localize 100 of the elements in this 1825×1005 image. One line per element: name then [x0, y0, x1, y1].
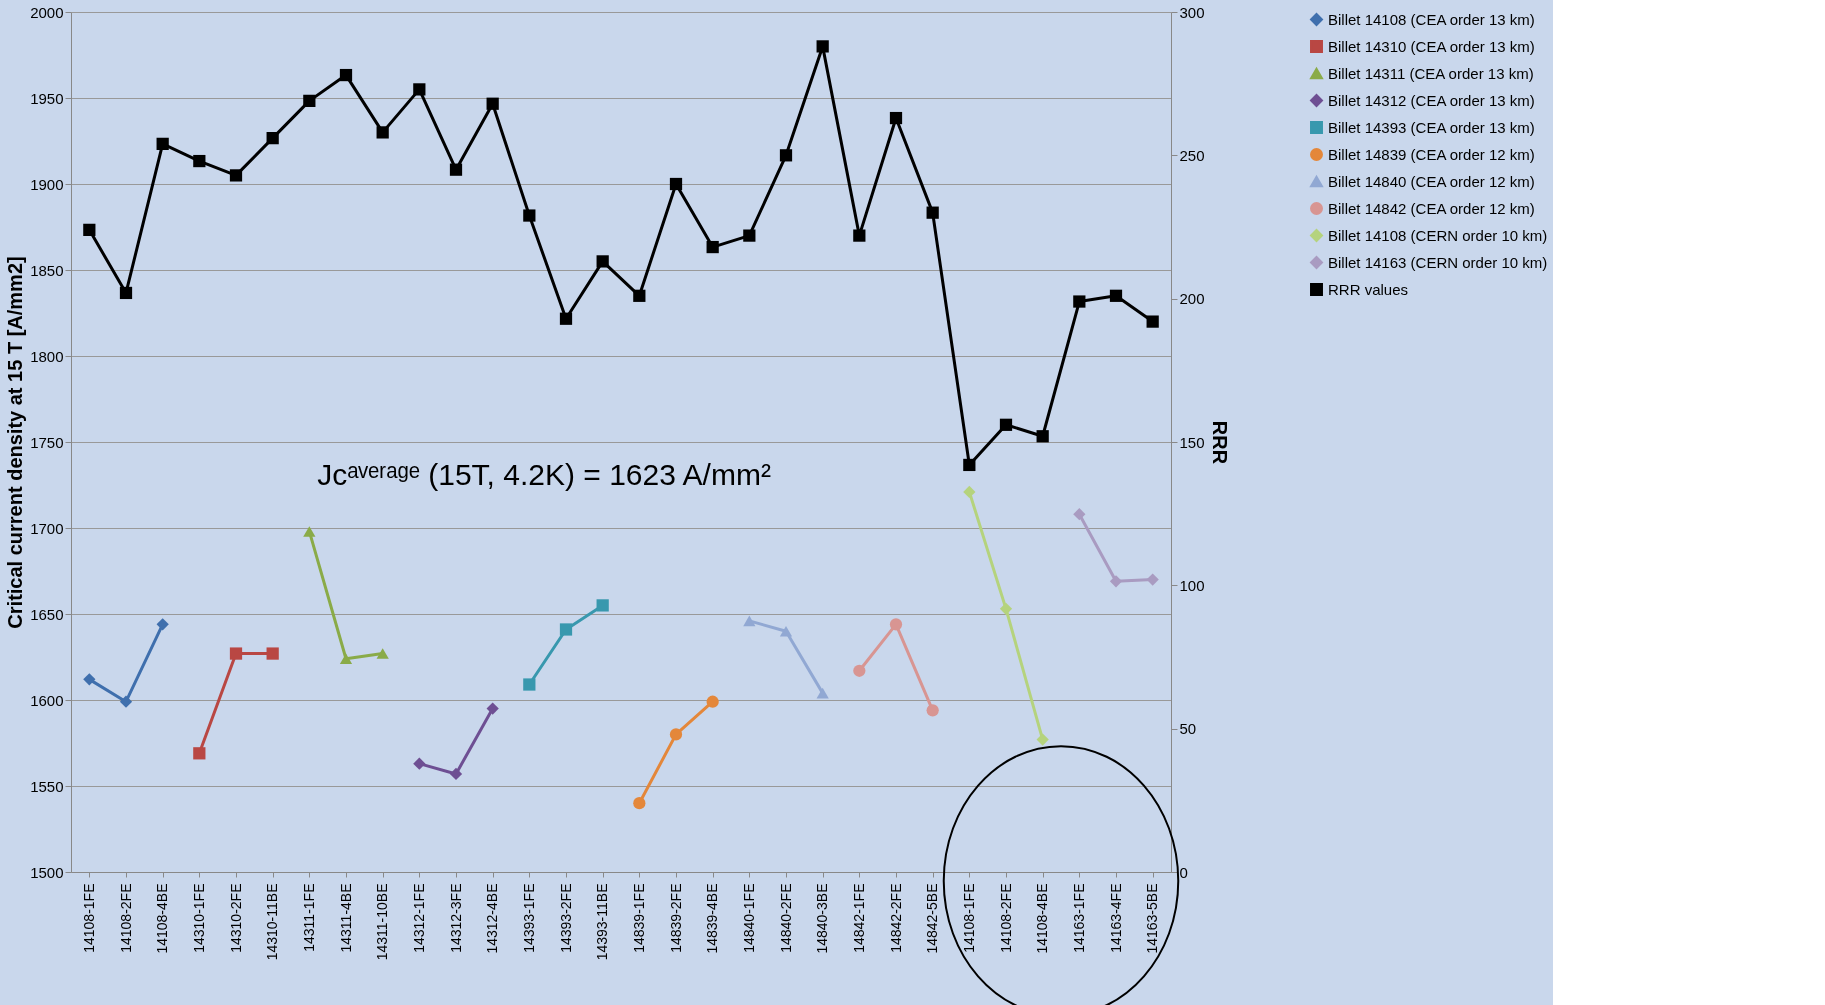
point [156, 137, 169, 150]
point [706, 240, 719, 254]
x-tick-label: 14108-1FE [80, 883, 97, 953]
point [926, 704, 939, 717]
point [1109, 575, 1123, 588]
x-tick-label: 14312-3FE [447, 883, 464, 953]
point [926, 206, 939, 219]
x-tick-label: 14108-4BE [154, 883, 171, 954]
x-tick-label: 14310-11BE [264, 883, 281, 961]
y-axis-title: Critical current density at 15 T [A/mm2] [4, 256, 27, 629]
y-tick-label: 2000 [30, 3, 64, 21]
x-tick-label: 14163-4FE [1107, 883, 1124, 953]
y-tick-label: 1950 [30, 89, 64, 107]
legend-label: Billet 14108 (CEA order 13 km) [1328, 10, 1535, 28]
point [999, 418, 1013, 431]
point [559, 623, 573, 636]
legend-label: RRR values [1328, 280, 1409, 298]
legend-label: Billet 14310 (CEA order 13 km) [1328, 37, 1535, 55]
point [156, 618, 169, 631]
annotation: Jcᵃᵛᵉʳᵃᵍᵉ (15T, 4.2K) = 1623 A/mm² [317, 458, 771, 492]
point [633, 797, 646, 810]
point [523, 678, 536, 691]
y2-tick-label: 150 [1179, 433, 1205, 451]
point [266, 132, 279, 145]
point [779, 149, 793, 162]
point [1109, 289, 1123, 302]
point [1146, 573, 1159, 586]
point [119, 286, 133, 300]
x-tick-label: 14312-1FE [410, 883, 427, 953]
point [339, 653, 353, 665]
x-tick-label: 14108-2FE [117, 883, 134, 953]
x-tick-label: 14393-11BE [594, 883, 611, 961]
point [486, 702, 499, 715]
y2-tick-label: 0 [1179, 863, 1188, 881]
point [669, 177, 683, 191]
point [963, 458, 976, 472]
point [633, 289, 646, 302]
point [999, 602, 1013, 615]
x-tick-label: 14163-1FE [1070, 883, 1087, 953]
y-tick-label: 1600 [30, 691, 64, 709]
x-tick-label: 14393-2FE [557, 883, 574, 953]
x-tick-label: 14163-5BE [1144, 883, 1161, 954]
point [339, 68, 353, 82]
point [779, 625, 793, 637]
point [816, 687, 829, 699]
x-tick-label: 14842-1FE [850, 883, 867, 953]
y-tick-label: 1750 [30, 433, 64, 451]
point [816, 40, 829, 53]
legend-label: Billet 14312 (CEA order 13 km) [1328, 91, 1535, 109]
x-tick-label: 14839-4BE [704, 883, 721, 954]
point [1146, 315, 1159, 328]
y-tick-label: 1800 [30, 347, 64, 365]
point [853, 229, 866, 242]
legend-label: Billet 14163 (CERN order 10 km) [1328, 253, 1548, 271]
y-tick-label: 1550 [30, 777, 64, 795]
y-tick-label: 1500 [30, 863, 64, 881]
point [413, 757, 426, 770]
point [1036, 430, 1049, 443]
y2-tick-label: 250 [1179, 146, 1205, 164]
point [596, 599, 609, 612]
x-tick-label: 14842-2FE [887, 883, 904, 953]
point [266, 647, 279, 660]
point [889, 111, 903, 125]
point [449, 163, 463, 176]
x-tick-label: 14311-4BE [337, 883, 354, 953]
x-tick-label: 14310-1FE [190, 883, 207, 953]
point [376, 126, 389, 139]
x-tick-label: 14840-1FE [740, 883, 757, 953]
x-tick-label: 14312-4BE [484, 883, 501, 954]
point [193, 154, 206, 168]
point [523, 209, 536, 222]
legend-label: Billet 14108 (CERN order 10 km) [1328, 226, 1548, 244]
y-tick-label: 1700 [30, 519, 64, 537]
point [853, 664, 866, 677]
y-tick-label: 1850 [30, 261, 64, 279]
y2-axis-title: RRR [1208, 420, 1231, 465]
x-tick-label: 14311-1FE [300, 883, 317, 952]
y2-tick-label: 300 [1179, 3, 1205, 21]
x-tick-label: 14393-1FE [520, 883, 537, 953]
point [669, 728, 683, 741]
x-tick-label: 14108-4BE [1034, 883, 1051, 954]
point [963, 485, 976, 498]
point [193, 747, 206, 760]
point [83, 673, 96, 686]
legend-label: Billet 14839 (CEA order 12 km) [1328, 145, 1535, 163]
point [596, 255, 609, 268]
point [1036, 733, 1049, 746]
point [413, 83, 426, 96]
x-tick-label: 14842-5BE [924, 883, 941, 954]
point [706, 695, 719, 708]
x-tick-label: 14108-1FE [960, 883, 977, 953]
point [376, 648, 389, 659]
point [889, 618, 903, 631]
x-tick-label: 14839-1FE [630, 883, 647, 953]
point [743, 229, 756, 242]
point [486, 97, 499, 110]
legend-label: Billet 14311 (CEA order 13 km) [1328, 64, 1534, 82]
legend-label: Billet 14393 (CEA order 13 km) [1328, 118, 1535, 136]
point [449, 767, 463, 781]
legend-label: Billet 14842 (CEA order 12 km) [1328, 199, 1535, 217]
